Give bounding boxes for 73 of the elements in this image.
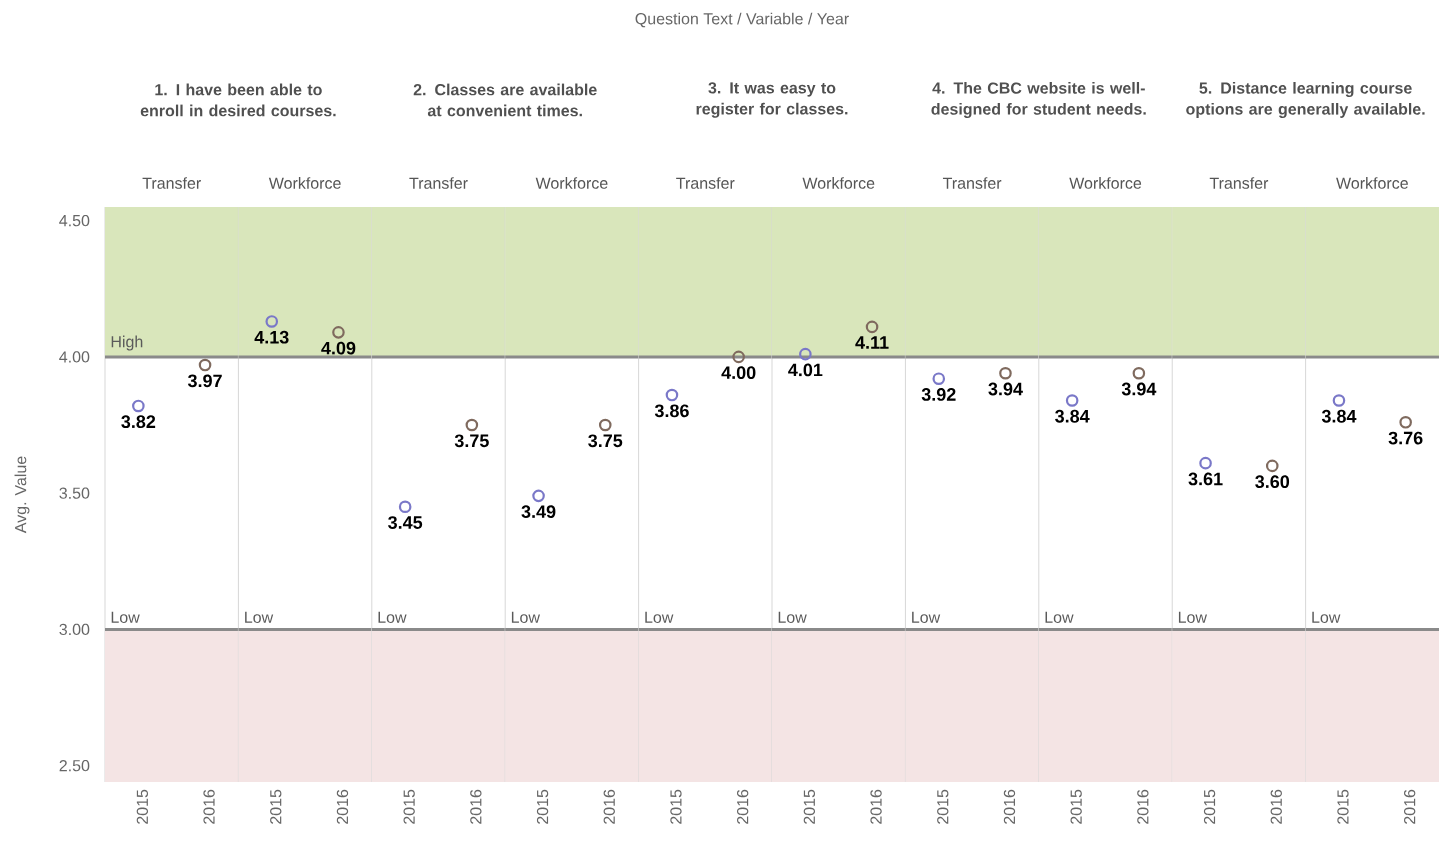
chart-title: 2. Classes are available at convenient times. — [413, 83, 597, 117]
data-label: 3.76 — [1388, 431, 1423, 445]
x-tick-label: 2015 — [536, 789, 549, 824]
chart-subtitle: Workforce — [1336, 177, 1408, 189]
data-label: 3.92 — [921, 388, 956, 401]
ref-line-label: Low — [1178, 611, 1208, 623]
x-tick-label: 2015 — [136, 789, 149, 824]
y-tick-label: 3.50 — [59, 487, 90, 499]
data-label: 3.94 — [1121, 382, 1157, 396]
data-label: 4.13 — [254, 330, 289, 344]
data-label: 3.60 — [1255, 475, 1290, 489]
y-tick-label: 2.50 — [59, 759, 90, 772]
x-tick-label: 2015 — [670, 789, 682, 824]
x-tick-label: 2015 — [803, 789, 816, 824]
data-label: 3.97 — [187, 374, 222, 388]
y-axis-title: Avg. Value — [14, 456, 30, 534]
x-tick-label: 2016 — [737, 789, 749, 824]
chart-title: 5. Distance learning course options are generally available. — [1186, 81, 1425, 118]
x-tick-label: 2016 — [603, 789, 615, 824]
x-tick-label: 2016 — [1137, 789, 1149, 824]
data-label: 3.45 — [388, 516, 423, 529]
data-label: 3.75 — [588, 434, 623, 448]
x-tick-label: 2016 — [870, 789, 882, 824]
ref-line-label: Low — [778, 611, 807, 623]
ref-line-label: Low — [1045, 611, 1074, 623]
x-tick-label: 2016 — [1270, 789, 1282, 824]
x-tick-label: 2015 — [1203, 789, 1216, 824]
chart-title: 1. I have been able to enroll in desired courses. — [140, 83, 336, 117]
data-label: 3.86 — [654, 404, 689, 418]
data-label: 4.00 — [721, 366, 756, 380]
y-tick-label: 4.00 — [59, 351, 90, 363]
data-label: 3.94 — [988, 382, 1023, 396]
y-tick-label: 4.50 — [59, 214, 90, 227]
ref-line-label: Low — [912, 611, 941, 623]
x-tick-label: 2016 — [1404, 789, 1416, 824]
ref-line-label: Low — [1312, 611, 1341, 623]
data-label: 3.75 — [454, 434, 489, 448]
chart-subtitle: Transfer — [676, 177, 735, 189]
ref-line-label: High — [111, 335, 143, 351]
data-label: 3.84 — [1055, 409, 1090, 423]
x-tick-label: 2015 — [403, 789, 415, 824]
data-label: 4.11 — [855, 336, 889, 349]
ref-line-label: Low — [245, 611, 274, 623]
x-tick-label: 2015 — [937, 789, 949, 824]
data-label: 3.61 — [1188, 472, 1223, 486]
x-tick-label: 2016 — [470, 789, 482, 824]
data-label: 4.09 — [321, 341, 356, 355]
ref-line-label: Low — [645, 611, 674, 623]
data-label: 3.82 — [121, 415, 156, 429]
chart-subtitle: Transfer — [409, 177, 468, 189]
x-tick-label: 2016 — [336, 789, 349, 824]
chart-subtitle: Workforce — [1069, 177, 1142, 189]
x-tick-label: 2015 — [270, 789, 282, 824]
ref-line-label: Low — [111, 611, 140, 623]
chart-title: 4. The CBC website is well-designed for student needs. — [931, 81, 1146, 118]
x-tick-label: 2016 — [1003, 789, 1016, 824]
text: Question Text / Variable / Year — [635, 12, 849, 28]
x-tick-label: 2015 — [1337, 789, 1349, 824]
data-label: 3.49 — [521, 505, 556, 519]
chart-subtitle: Workforce — [268, 177, 341, 189]
x-tick-label: 2015 — [1070, 789, 1082, 824]
ref-line-label: Low — [511, 611, 541, 623]
chart-subtitle: Transfer — [1209, 177, 1269, 189]
y-tick-label: 3.00 — [59, 623, 90, 636]
data-label: 4.01 — [788, 363, 823, 377]
data-label: 3.84 — [1321, 409, 1357, 423]
chart-subtitle: Transfer — [942, 177, 1002, 189]
chart-subtitle: Workforce — [802, 177, 875, 189]
chart-title: 3. It was easy to register for classes. — [696, 82, 848, 118]
ref-line-label: Low — [378, 611, 407, 623]
x-tick-label: 2016 — [203, 789, 215, 824]
chart-subtitle: Transfer — [142, 177, 201, 189]
chart-subtitle: Workforce — [535, 177, 608, 189]
